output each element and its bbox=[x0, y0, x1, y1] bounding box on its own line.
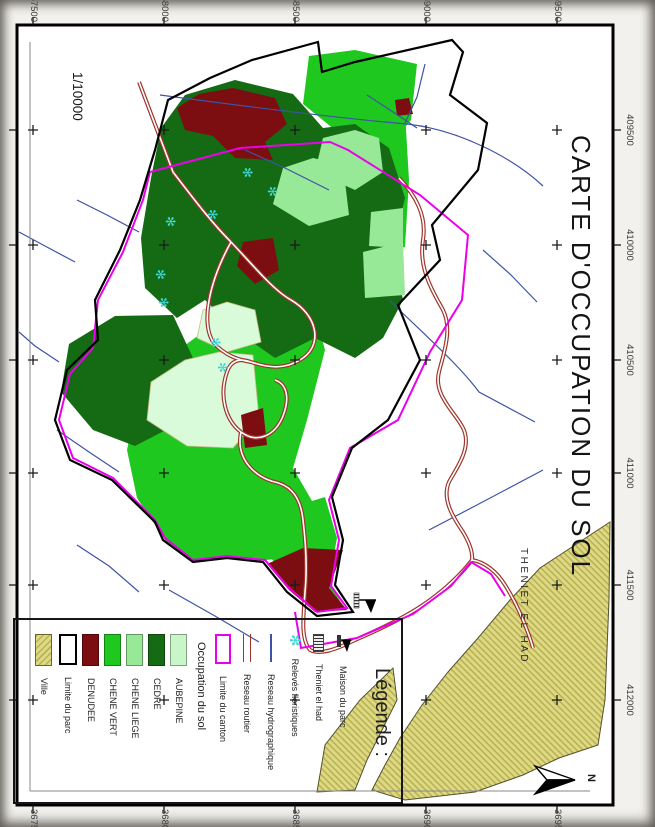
legend-title: Légende : bbox=[371, 668, 393, 757]
legend-section-title: Occupation du sol bbox=[195, 642, 207, 731]
town-area-theniet-el-had bbox=[316, 521, 611, 801]
legend-item-limite-du-parc: Limite du parc bbox=[58, 634, 78, 804]
floristic-survey-marker: ✻ bbox=[163, 216, 178, 227]
magenta-rectangle-icon bbox=[215, 634, 231, 664]
town-label: THENIET EL HAD bbox=[518, 548, 529, 665]
legend-item-theniet-el-had: Theniet el had bbox=[309, 634, 329, 804]
snowflake-icon: ✻ bbox=[286, 634, 304, 647]
chene-vert-swatch bbox=[104, 634, 122, 666]
coord-label-top: 410500 bbox=[624, 344, 635, 376]
coord-label-left: 369500 bbox=[552, 0, 563, 22]
coord-label-top: 409500 bbox=[624, 114, 635, 146]
legend-item-reseau-routier: Reseau routier bbox=[237, 634, 257, 804]
canton-limit bbox=[57, 140, 506, 650]
limite-du-parc-swatch bbox=[59, 634, 77, 665]
scale-label: 1/10000 bbox=[70, 72, 85, 121]
cedre-swatch bbox=[148, 634, 166, 666]
legend-item-releves-floristiques: ✻ Relevés floristiques bbox=[286, 634, 304, 737]
coord-label-right: 367500 bbox=[28, 809, 39, 827]
ville-swatch bbox=[35, 634, 53, 666]
legend-item-reseau-hydrographique: Reseau hydrographique bbox=[261, 634, 281, 804]
aubepine-swatch bbox=[170, 634, 188, 666]
frame-ticks bbox=[9, 17, 621, 813]
coord-label-top: 411000 bbox=[624, 457, 635, 489]
floristic-survey-marker: ✻ bbox=[205, 209, 220, 220]
chene-liege-swatch bbox=[126, 634, 144, 666]
north-label: N bbox=[585, 774, 597, 782]
landcover-chene-liege bbox=[273, 130, 405, 298]
grid-crosses bbox=[28, 125, 562, 705]
floristic-survey-marker: ✻ bbox=[156, 297, 171, 308]
navy-line-icon bbox=[270, 634, 272, 662]
coord-label-right: 368500 bbox=[290, 809, 301, 827]
coord-label-top: 410000 bbox=[624, 229, 635, 261]
floristic-survey-marker: ✻ bbox=[240, 167, 255, 178]
legend-item-maison-du-parc: Maison du parc bbox=[333, 634, 353, 804]
double-red-line-icon bbox=[243, 634, 251, 662]
legend-item-aubepine: AUBEPINE bbox=[169, 634, 189, 804]
map-title: CARTE D'OCCUPATION DU SOL bbox=[566, 135, 596, 578]
floristic-survey-marker: ✻ bbox=[265, 186, 280, 197]
legend-item-denudee: DENUDEE bbox=[81, 634, 101, 804]
park-house-flag-icon bbox=[353, 592, 376, 613]
park-house-flag-icon bbox=[332, 634, 355, 654]
landcover-denudee bbox=[177, 88, 413, 612]
coord-label-left: 368500 bbox=[290, 0, 301, 22]
coord-label-left: 367500 bbox=[28, 0, 39, 22]
coord-label-top: 411500 bbox=[624, 569, 635, 601]
floristic-survey-marker: ✻ bbox=[153, 269, 168, 280]
coord-label-right: 369000 bbox=[421, 809, 432, 827]
coord-label-right: 368000 bbox=[159, 809, 170, 827]
legend-item-chene-liege: CHENE LIEGE bbox=[125, 634, 145, 804]
floristic-survey-marker: ✻ bbox=[208, 337, 223, 348]
legend-item-cedre: CEDRE bbox=[147, 634, 167, 804]
coord-label-top: 412000 bbox=[624, 684, 635, 716]
coord-label-right: 369500 bbox=[552, 809, 563, 827]
floristic-survey-marker: ✻ bbox=[215, 362, 230, 373]
legend-item-chene-vert: CHENE VERT bbox=[103, 634, 123, 804]
legend-item-limite-du-canton: Limite du canton bbox=[213, 634, 233, 804]
hatched-band-icon bbox=[313, 634, 325, 652]
inner-neatline bbox=[29, 42, 590, 792]
north-arrow-icon bbox=[532, 764, 576, 796]
coord-label-left: 369000 bbox=[421, 0, 432, 22]
coord-label-left: 368000 bbox=[159, 0, 170, 22]
legend-item-ville: Ville bbox=[34, 634, 54, 804]
denudee-swatch bbox=[82, 634, 100, 666]
park-limit-boundary bbox=[53, 38, 489, 618]
